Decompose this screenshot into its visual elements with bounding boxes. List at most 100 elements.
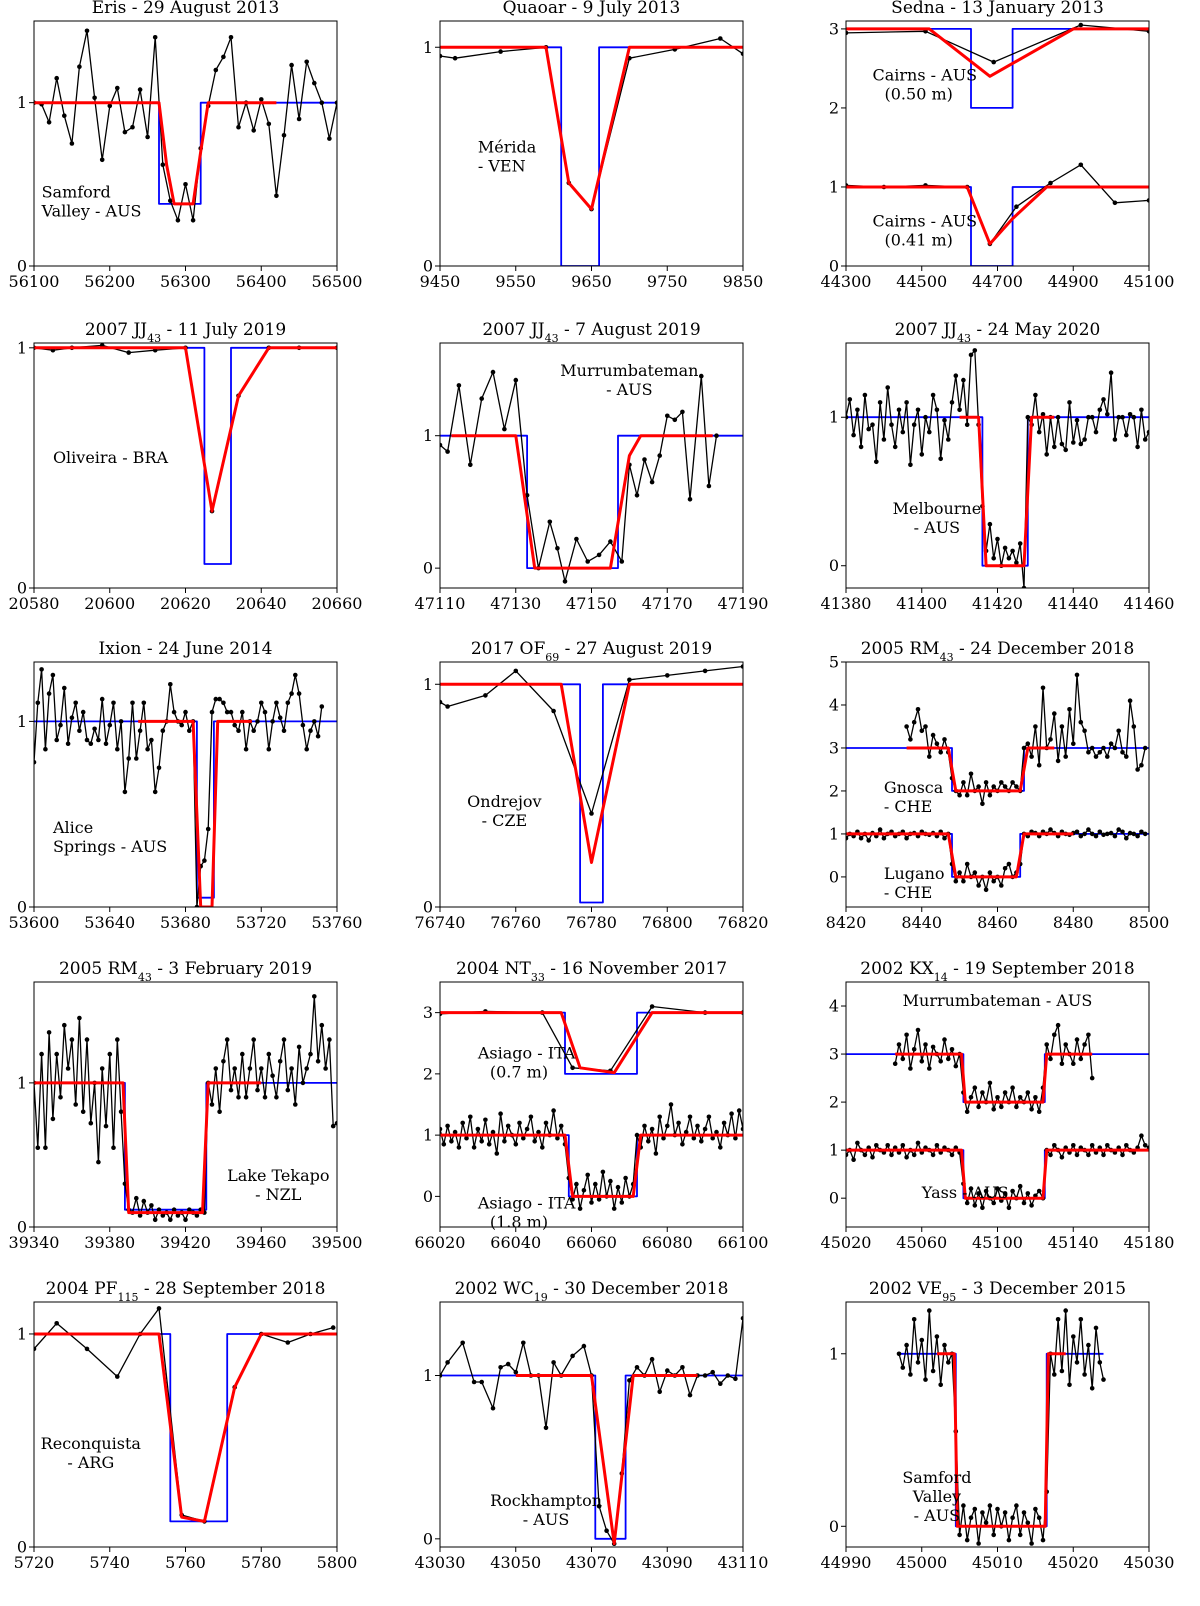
- data-point: [911, 422, 917, 428]
- data-point: [183, 1217, 188, 1223]
- x-tick-label: 39500: [312, 1233, 363, 1252]
- data-point: [524, 1126, 530, 1132]
- data-point: [1052, 1143, 1057, 1148]
- data-point: [156, 1207, 162, 1212]
- data-point: [327, 136, 332, 141]
- light-curve-panel: Ixion - 24 June 2014 53600 53640 53680 53720…: [9, 639, 363, 932]
- data-point: [1097, 1360, 1103, 1365]
- observer-site-label: Reconquista - ARG: [41, 1434, 142, 1472]
- x-tick-label: 5740: [89, 1553, 130, 1572]
- data-point: [1063, 754, 1068, 759]
- data-point: [96, 1159, 101, 1165]
- data-point: [1055, 758, 1061, 764]
- observed-light-curve: [894, 1024, 1093, 1113]
- data-point: [1112, 745, 1118, 751]
- data-point: [1002, 1090, 1008, 1095]
- x-tick-label: 9650: [571, 272, 612, 291]
- data-point: [551, 1360, 556, 1365]
- data-point: [987, 521, 993, 527]
- data-point: [1131, 724, 1137, 729]
- diffraction-model: [34, 1332, 337, 1523]
- data-point: [934, 1143, 940, 1148]
- data-point: [43, 746, 48, 752]
- site-label-line: Lake Tekapo: [227, 1166, 329, 1185]
- data-point: [589, 811, 594, 816]
- x-tick-label: 41460: [1124, 594, 1175, 613]
- data-point: [634, 1132, 640, 1138]
- data-point: [289, 691, 294, 696]
- site-label-line: Murrumbateman: [560, 361, 698, 380]
- data-point: [137, 1213, 143, 1218]
- data-point: [330, 1123, 336, 1129]
- data-point: [224, 709, 230, 715]
- data-point: [718, 1145, 723, 1150]
- observer-site-label: Asiago - ITA (0.7 m): [477, 1044, 576, 1082]
- data-point: [99, 696, 105, 702]
- data-point: [987, 1503, 993, 1508]
- observer-site-label: Ondrejov - CZE: [467, 792, 541, 830]
- x-tick-label: 20640: [236, 594, 287, 613]
- observed-light-curve: [905, 674, 1146, 805]
- data-point: [217, 1109, 222, 1114]
- title-part: - 7 August 2019: [559, 320, 701, 340]
- data-point: [236, 1095, 241, 1100]
- data-point: [642, 457, 647, 462]
- data-point: [1017, 1095, 1023, 1100]
- data-point: [156, 1306, 162, 1311]
- data-point: [915, 1140, 921, 1146]
- data-point: [266, 746, 272, 752]
- data-point: [1089, 1386, 1095, 1391]
- data-point: [983, 780, 989, 785]
- site-label-line: - AUS: [914, 1506, 961, 1525]
- data-point: [464, 1135, 469, 1141]
- square-well-model: [440, 1374, 743, 1540]
- data-point: [1139, 407, 1144, 413]
- data-point: [1010, 1515, 1015, 1520]
- data-point: [312, 994, 317, 999]
- data-point: [870, 1155, 875, 1160]
- data-point: [858, 835, 864, 841]
- site-label-line: - AUS: [606, 380, 653, 399]
- data-point: [911, 719, 917, 725]
- title-part: - 19 September 2018: [948, 959, 1135, 979]
- data-point: [194, 904, 200, 907]
- x-tick-label: 43090: [642, 1553, 693, 1572]
- y-tick-label: 1: [423, 675, 433, 694]
- data-point: [1074, 417, 1080, 423]
- data-point: [874, 459, 879, 465]
- x-tick-label: 45100: [972, 1233, 1023, 1252]
- title-part: - 16 November 2017: [545, 959, 727, 979]
- data-point: [274, 193, 279, 199]
- data-point: [881, 835, 887, 841]
- data-point: [896, 1042, 902, 1047]
- x-tick-label: 47130: [490, 594, 541, 613]
- data-point: [126, 756, 131, 761]
- x-tick-label: 41420: [972, 594, 1023, 613]
- data-point: [99, 1066, 105, 1071]
- data-point: [862, 392, 868, 398]
- data-point: [1074, 1037, 1080, 1042]
- data-point: [1048, 827, 1053, 832]
- data-point: [183, 709, 188, 715]
- data-point: [930, 1152, 936, 1158]
- square-well-model: [34, 720, 337, 899]
- panel-title: 2004 PF115 - 28 September 2018: [46, 1279, 326, 1304]
- plot-area: [34, 343, 337, 565]
- site-label-line: - ARG: [67, 1453, 114, 1472]
- data-point: [1059, 724, 1065, 729]
- data-point: [942, 1037, 947, 1042]
- data-point: [964, 1200, 970, 1206]
- data-point: [665, 1123, 670, 1129]
- data-point: [555, 1135, 560, 1141]
- x-tick-label: 44900: [1048, 272, 1099, 291]
- diffraction-model: [451, 434, 713, 570]
- data-point: [240, 1051, 245, 1057]
- data-point: [665, 413, 670, 419]
- data-point: [930, 392, 936, 398]
- data-point: [80, 1109, 86, 1114]
- x-tick-label: 66020: [415, 1233, 466, 1252]
- data-point: [1036, 1188, 1042, 1194]
- data-point: [1071, 741, 1076, 746]
- data-point: [77, 1015, 82, 1021]
- data-point: [885, 1143, 890, 1148]
